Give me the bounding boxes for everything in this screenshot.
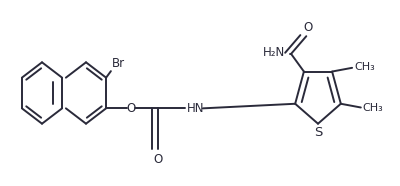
Text: CH₃: CH₃ (354, 62, 375, 72)
Text: H₂N: H₂N (262, 46, 285, 59)
Text: O: O (303, 21, 312, 34)
Text: Br: Br (112, 57, 125, 70)
Text: O: O (154, 153, 163, 166)
Text: CH₃: CH₃ (363, 103, 384, 113)
Text: O: O (126, 102, 136, 115)
Text: HN: HN (187, 102, 204, 115)
Text: S: S (314, 126, 322, 139)
